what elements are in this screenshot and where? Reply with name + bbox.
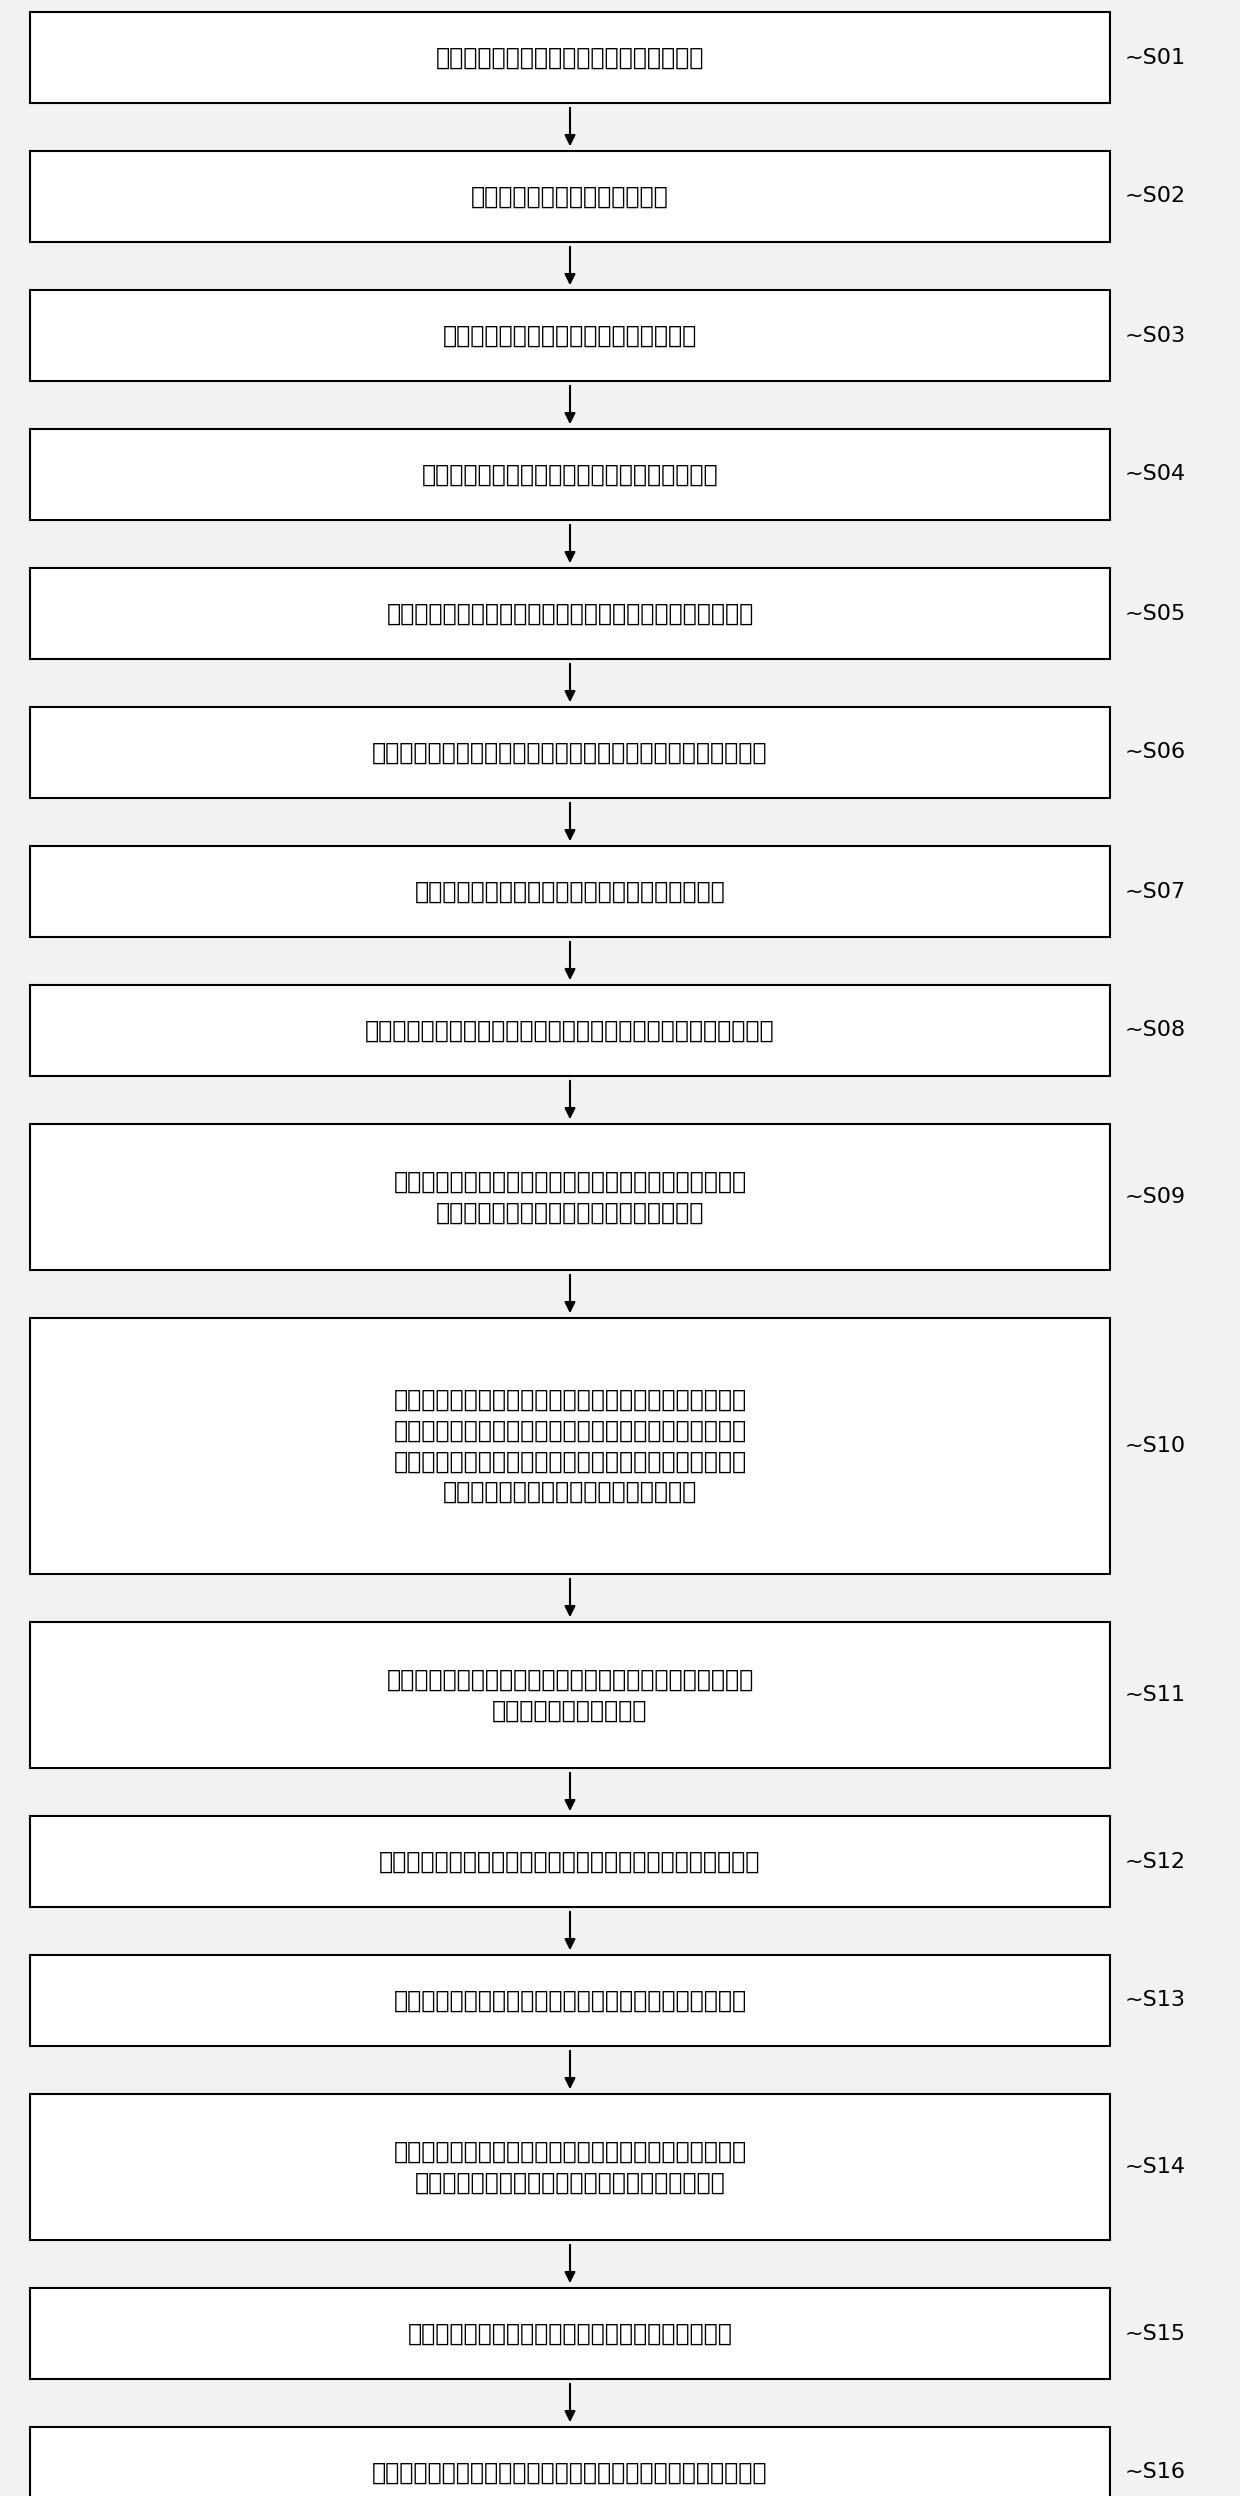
Text: ~S02: ~S02 [1125,187,1187,207]
Text: 智能监控服务器将操作任务和任务验证码发送至数据采集服务器: 智能监控服务器将操作任务和任务验证码发送至数据采集服务器 [372,741,768,764]
Text: ~S06: ~S06 [1125,741,1187,761]
Text: 操作员将在变电站执法记录仪中读取到的操作任务与监护
员转达的操作任务进行比对，得到比对结果: 操作员将在变电站执法记录仪中读取到的操作任务与监护 员转达的操作任务进行比对，得… [393,1171,746,1226]
Bar [30,846,1110,936]
Bar [30,150,1110,242]
Text: 当比对结果为，操作员在变电站执法记录仪中读取到的操
作任务与监护员转达的操作任务相同时，操作员将在变电
站执法记录仪中读取到的任务验证码输入到变电站执法记
录仪: 当比对结果为，操作员在变电站执法记录仪中读取到的操 作任务与监护员转达的操作任务… [393,1388,746,1505]
Bar [30,1954,1110,2047]
Bar [30,12,1110,102]
Bar [30,706,1110,799]
Text: ~S16: ~S16 [1125,2464,1185,2484]
Bar [30,986,1110,1076]
Bar [30,2289,1110,2379]
Text: 调控员监控站将操作任务发送至智能监控服务器: 调控员监控站将操作任务发送至智能监控服务器 [422,462,718,487]
Text: ~S09: ~S09 [1125,1188,1187,1208]
Text: 调控员将操作任务输入到调控员监控站中: 调控员将操作任务输入到调控员监控站中 [443,324,697,347]
Bar [30,569,1110,659]
Text: ~S01: ~S01 [1125,47,1187,67]
Text: ~S08: ~S08 [1125,1021,1187,1041]
Text: ~S04: ~S04 [1125,464,1187,484]
Text: ~S14: ~S14 [1125,2157,1185,2177]
Text: 数据采集服务器将操作方案发送至变电站执法记录仪: 数据采集服务器将操作方案发送至变电站执法记录仪 [408,2321,733,2346]
Text: ~S11: ~S11 [1125,1685,1185,1705]
Text: ~S03: ~S03 [1125,324,1187,344]
Text: 数据采集服务器将操作任务和任务验证码发送至变电站执法记录仪: 数据采集服务器将操作任务和任务验证码发送至变电站执法记录仪 [366,1018,775,1043]
Bar [30,429,1110,519]
Bar [30,2426,1110,2496]
Text: ~S15: ~S15 [1125,2324,1187,2344]
Bar [30,1817,1110,1907]
Text: 当任务验证结果为通过时，调度主站自动化子系统与变电站
执法记录仪建立通信连接: 当任务验证结果为通过时，调度主站自动化子系统与变电站 执法记录仪建立通信连接 [387,1667,754,1722]
Text: 监护员将操作任务转达给操作员: 监护员将操作任务转达给操作员 [471,185,668,210]
Text: ~S12: ~S12 [1125,1852,1185,1872]
Text: 调控员通过通讯装置向监护员下发操作任务: 调控员通过通讯装置向监护员下发操作任务 [435,45,704,70]
Bar [30,1123,1110,1270]
Text: 调度主站自动化子系统将电网运行信息发送至智能分析服务器: 调度主站自动化子系统将电网运行信息发送至智能分析服务器 [379,1850,760,1874]
Text: 智能监控服务器接收到操作任务后生成相对应的任务验证码: 智能监控服务器接收到操作任务后生成相对应的任务验证码 [387,602,754,626]
Bar [30,1622,1110,1767]
Text: ~S13: ~S13 [1125,1989,1185,2009]
Bar [30,2094,1110,2239]
Text: 智能分析服务器对操作任务与电网运行信息进行信息匹配: 智能分析服务器对操作任务与电网运行信息进行信息匹配 [393,1989,746,2012]
Text: ~S05: ~S05 [1125,604,1187,624]
Text: 操作员根据在变电站执法记录仪中读取到的操作方案，进行操作: 操作员根据在变电站执法记录仪中读取到的操作方案，进行操作 [372,2461,768,2484]
Bar [30,290,1110,382]
Text: ~S10: ~S10 [1125,1435,1187,1455]
Text: ~S07: ~S07 [1125,881,1187,901]
Text: 智能监控服务器将操作任务发送至智能分析服务器: 智能监控服务器将操作任务发送至智能分析服务器 [414,879,725,904]
Bar [30,1318,1110,1575]
Text: 当信息匹配成功时，智能分析服务器生成操作方案，并将
操作方案发送至数据采集服务器和数据存储服务器: 当信息匹配成功时，智能分析服务器生成操作方案，并将 操作方案发送至数据采集服务器… [393,2139,746,2194]
